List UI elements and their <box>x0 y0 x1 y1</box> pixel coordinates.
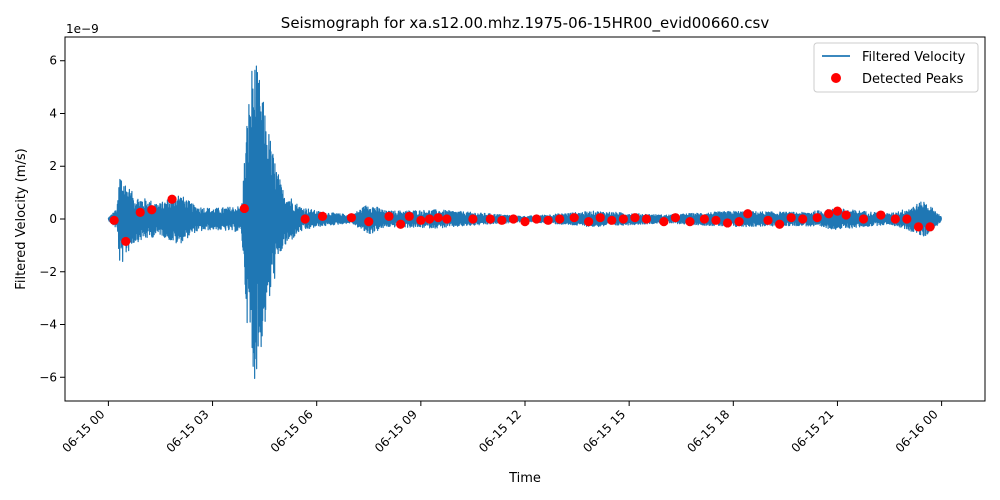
y-tick-label: −4 <box>39 318 57 332</box>
detected-peak-point <box>858 214 869 224</box>
detected-peak-point <box>121 236 131 247</box>
detected-peak-point <box>433 213 443 223</box>
y-axis: −6 −4 −2 0 2 4 6 <box>39 54 65 384</box>
detected-peak-point <box>902 214 912 224</box>
legend-peak-swatch <box>831 73 841 83</box>
detected-peak-point <box>396 219 406 229</box>
detected-peak-point <box>786 213 796 223</box>
detected-peak-point <box>300 214 310 224</box>
detected-peak-point <box>659 217 669 227</box>
detected-peak-point <box>832 206 843 216</box>
detected-peak-point <box>876 210 886 220</box>
detected-peak-point <box>641 214 652 224</box>
detected-peak-point <box>774 219 785 229</box>
detected-peak-point <box>404 211 414 221</box>
chart-title: Seismograph for xa.s12.00.mhz.1975-06-15… <box>281 14 770 33</box>
detected-peak-point <box>346 213 357 223</box>
y-tick-label: 6 <box>49 54 57 68</box>
detected-peak-point <box>890 214 900 224</box>
detected-peak-point <box>670 213 681 223</box>
detected-peak-point <box>416 215 426 225</box>
detected-peak-point <box>147 205 157 215</box>
detected-peak-point <box>584 217 594 227</box>
detected-peak-point <box>763 215 773 225</box>
detected-peak-point <box>925 222 935 232</box>
detected-peak-point <box>135 207 145 218</box>
detected-peak-point <box>798 214 808 224</box>
detected-peak-point <box>497 215 507 225</box>
detected-peak-point <box>722 218 733 228</box>
detected-peak-point <box>317 211 328 221</box>
detected-peak-point <box>424 214 435 224</box>
y-tick-label: −2 <box>39 265 57 279</box>
detected-peak-point <box>384 211 394 221</box>
legend: Filtered Velocity Detected Peaks <box>813 42 979 93</box>
plot-area <box>64 36 986 402</box>
y-axis-label: Filtered Velocity (m/s) <box>14 148 29 289</box>
y-tick-label: 4 <box>49 106 57 120</box>
detected-peak-point <box>468 214 478 224</box>
detected-peak-point <box>685 217 695 227</box>
detected-peak-point <box>607 215 617 225</box>
peak-layer <box>109 194 935 247</box>
legend-frame <box>813 42 979 93</box>
x-axis-label: Time <box>508 471 541 486</box>
detected-peak-point <box>595 213 605 223</box>
detected-peak-point <box>630 213 640 223</box>
detected-peak-point <box>743 209 753 219</box>
detected-peak-point <box>109 215 119 225</box>
detected-peak-point <box>442 214 452 224</box>
detected-peak-point <box>841 210 851 220</box>
detected-peak-point <box>555 214 565 224</box>
detected-peak-point <box>508 214 519 224</box>
detected-peak-point <box>520 217 530 227</box>
y-tick-label: 2 <box>49 159 57 173</box>
legend-label-filtered-velocity: Filtered Velocity <box>862 50 966 65</box>
y-scale-label: 1e−9 <box>66 22 99 36</box>
detected-peak-point <box>913 222 924 232</box>
detected-peak-point <box>569 213 579 223</box>
detected-peak-point <box>711 215 721 225</box>
detected-peak-point <box>239 203 249 214</box>
detected-peak-point <box>543 215 553 225</box>
detected-peak-point <box>618 214 628 224</box>
detected-peak-point <box>699 214 709 224</box>
detected-peak-point <box>531 214 542 224</box>
y-tick-label: 0 <box>49 212 57 226</box>
detected-peak-point <box>364 217 374 227</box>
y-tick-label: −6 <box>39 370 57 384</box>
detected-peak-point <box>485 214 495 224</box>
detected-peak-point <box>167 194 177 204</box>
detected-peak-point <box>734 217 744 227</box>
legend-label-detected-peaks: Detected Peaks <box>862 72 964 87</box>
detected-peak-point <box>812 213 822 223</box>
detected-peak-point <box>824 209 834 219</box>
